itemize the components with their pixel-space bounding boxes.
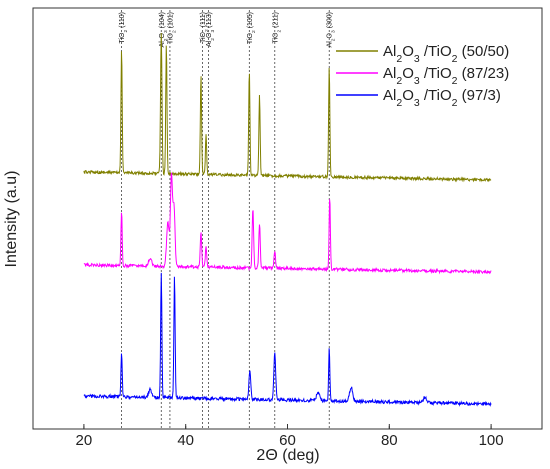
reference-line-label: TiO2 (105)	[247, 12, 257, 44]
series-line	[83, 172, 492, 275]
y-axis-label: Intensity (a.u)	[3, 171, 20, 268]
reference-line-label: Al2O3 (300)	[327, 12, 337, 47]
legend: Al2O3 /TiO2 (50/50)Al2O3 /TiO2 (87/23)Al…	[336, 43, 509, 109]
x-tick-label: 60	[279, 432, 296, 449]
reference-line-label: TiO2 (101)	[167, 12, 177, 44]
x-tick-label: 100	[479, 432, 504, 449]
x-tick-label: 20	[76, 432, 93, 449]
legend-entry: Al2O3 /TiO2 (87/23)	[383, 65, 509, 87]
series-line	[83, 272, 492, 407]
x-axis-ticks: 20 40 60 80 100	[76, 424, 504, 449]
x-tick-label: 40	[177, 432, 194, 449]
reference-line-label: TiO2 (111)	[200, 12, 210, 43]
reference-line-label: TiO2 (211)	[272, 12, 282, 44]
legend-entry: Al2O3 /TiO2 (50/50)	[383, 43, 509, 65]
reference-lines: TiO2 (110) Al2O3 (104)TiO2 (101) TiO2 (111…	[119, 10, 336, 429]
x-tick-label: 80	[381, 432, 398, 449]
series-group	[83, 33, 492, 407]
x-axis-label: 2Θ (deg)	[256, 447, 319, 464]
legend-entry: Al2O3 /TiO2 (97/3)	[383, 87, 501, 109]
reference-line-label: TiO2 (110)	[119, 12, 129, 44]
reference-line-label: Al2O3 (104)	[159, 12, 169, 47]
reference-line-label: Al2O3 (113)	[206, 12, 216, 47]
series-line	[83, 33, 492, 183]
